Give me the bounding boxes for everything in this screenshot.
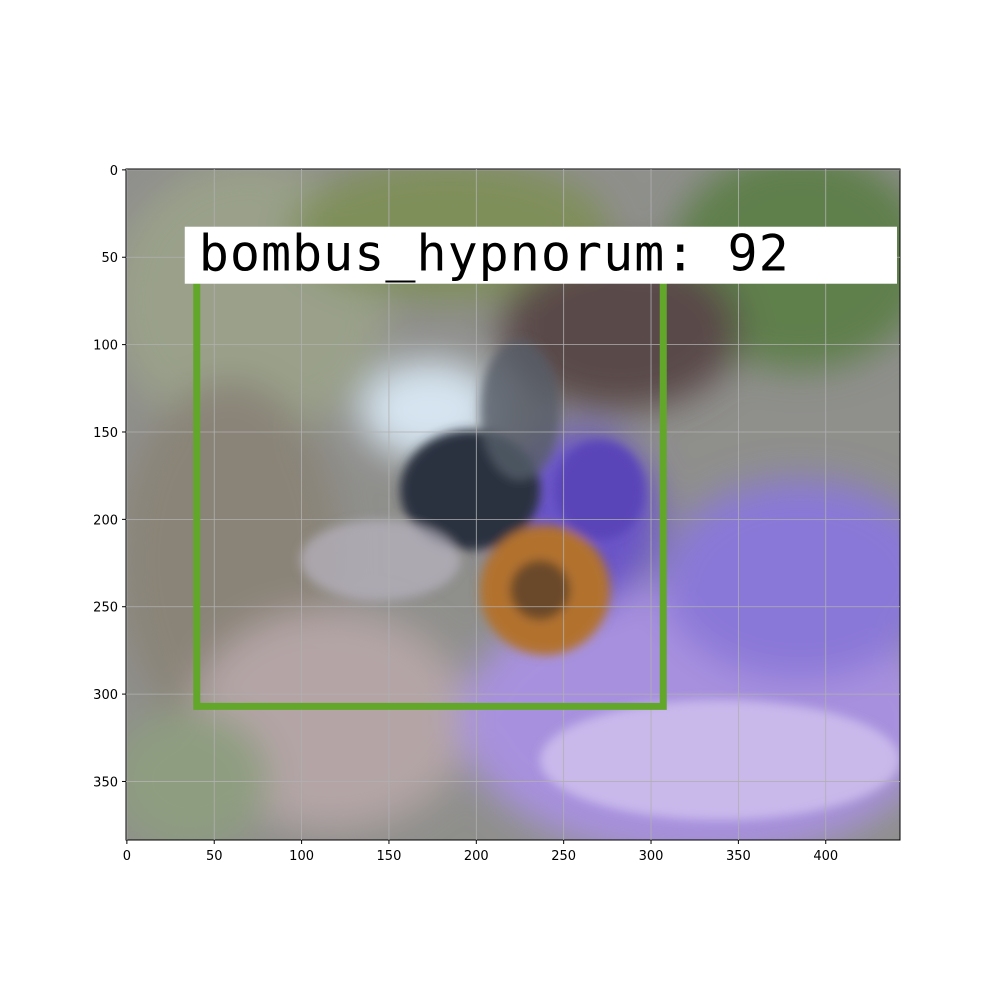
y-tick-label: 50 [101, 251, 118, 266]
x-tick-label: 150 [377, 849, 402, 864]
y-tick-label: 350 [93, 775, 118, 790]
box-label: bombus_hypnorum: 92 [199, 225, 790, 283]
axes-frame [125, 168, 901, 841]
x-tick-label: 300 [639, 849, 664, 864]
y-tick-label: 0 [110, 164, 118, 179]
x-tick-label: 200 [464, 849, 489, 864]
y-tick-label: 100 [93, 339, 118, 354]
y-tick-label: 250 [93, 601, 118, 616]
y-tick-label: 300 [93, 688, 118, 703]
label-background [184, 226, 897, 284]
y-tick-label: 150 [93, 426, 118, 441]
x-tick-label: 400 [813, 849, 838, 864]
y-tick-label: 200 [93, 513, 118, 528]
x-tick-label: 350 [726, 849, 751, 864]
x-tick-label: 100 [289, 849, 314, 864]
x-tick-label: 250 [551, 849, 576, 864]
x-tick-label: 0 [123, 849, 131, 864]
x-tick-label: 50 [206, 849, 223, 864]
